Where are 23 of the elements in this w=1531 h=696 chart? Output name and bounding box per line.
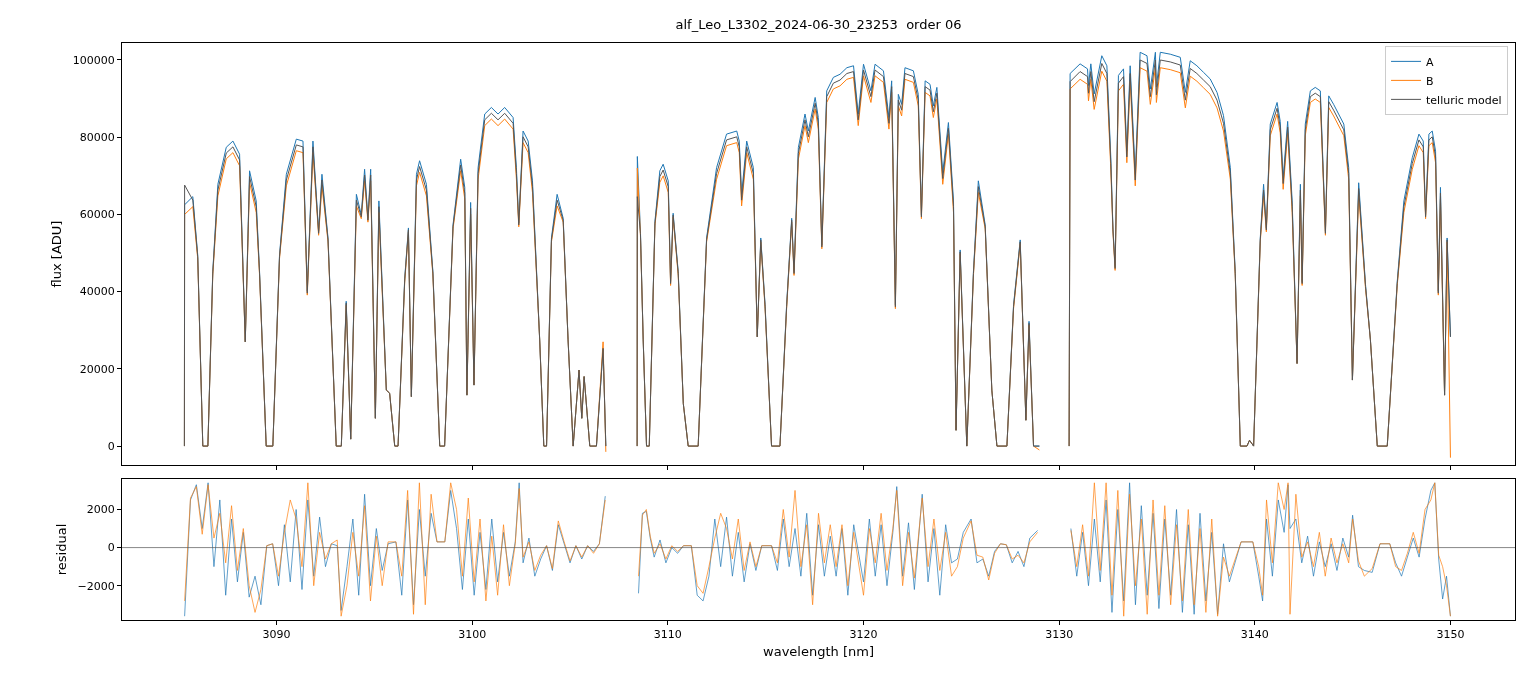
legend-label: B bbox=[1426, 74, 1434, 88]
y-axis-title: residual bbox=[53, 523, 69, 576]
x-axis-title: wavelength [nm] bbox=[763, 643, 874, 659]
legend-label: A bbox=[1426, 55, 1435, 69]
legend-label: telluric model bbox=[1426, 93, 1502, 107]
y-tick-label: 60000 bbox=[79, 208, 115, 222]
x-tick-label: 3130 bbox=[1045, 628, 1074, 642]
y-tick-label: 0 bbox=[107, 439, 115, 453]
y-tick-label: 80000 bbox=[79, 131, 115, 145]
x-tick-label: 3150 bbox=[1436, 628, 1465, 642]
x-tick-label: 3140 bbox=[1240, 628, 1269, 642]
y-tick-label: 40000 bbox=[79, 285, 115, 299]
y-tick-label: 20000 bbox=[79, 362, 115, 376]
y-tick-label: 100000 bbox=[72, 53, 115, 67]
y-tick-label: 0 bbox=[107, 541, 115, 555]
x-tick-label: 3100 bbox=[458, 628, 487, 642]
x-tick-label: 3110 bbox=[653, 628, 682, 642]
y-tick-label: 2000 bbox=[86, 503, 115, 517]
x-tick-label: 3090 bbox=[262, 628, 291, 642]
y-axis-title: flux [ADU] bbox=[48, 220, 64, 288]
chart-title: alf_Leo_L3302_2024-06-30_23253 order 06 bbox=[675, 16, 962, 32]
x-tick-label: 3120 bbox=[849, 628, 878, 642]
y-tick-label: −2000 bbox=[77, 579, 115, 593]
